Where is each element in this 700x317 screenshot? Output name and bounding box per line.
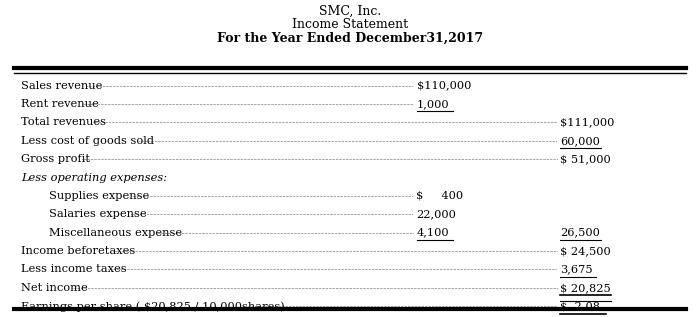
- Text: 22,000: 22,000: [416, 209, 456, 219]
- Text: 3,675: 3,675: [560, 264, 593, 275]
- Text: 26,500: 26,500: [560, 228, 600, 238]
- Text: Net income: Net income: [21, 283, 88, 293]
- Text: $     400: $ 400: [416, 191, 463, 201]
- Text: Gross profit: Gross profit: [21, 154, 90, 164]
- Text: Total revenues: Total revenues: [21, 117, 106, 127]
- Text: Less cost of goods sold: Less cost of goods sold: [21, 136, 154, 146]
- Text: $110,000: $110,000: [416, 81, 471, 91]
- Text: $ 51,000: $ 51,000: [560, 154, 610, 164]
- Text: Less operating expenses:: Less operating expenses:: [21, 172, 167, 183]
- Text: Rent revenue: Rent revenue: [21, 99, 99, 109]
- Text: Income beforetaxes: Income beforetaxes: [21, 246, 135, 256]
- Text: 4,100: 4,100: [416, 228, 449, 238]
- Text: 1,000: 1,000: [416, 99, 449, 109]
- Text: Income Statement: Income Statement: [292, 18, 408, 31]
- Text: 60,000: 60,000: [560, 136, 600, 146]
- Text: $111,000: $111,000: [560, 117, 615, 127]
- Text: SMC, Inc.: SMC, Inc.: [319, 5, 381, 18]
- Text: $  2.08: $ 2.08: [560, 301, 600, 311]
- Text: $ 24,500: $ 24,500: [560, 246, 610, 256]
- Text: Supplies expense: Supplies expense: [49, 191, 149, 201]
- Text: Less income taxes: Less income taxes: [21, 264, 127, 275]
- Text: For the Year Ended December31,2017: For the Year Ended December31,2017: [217, 32, 483, 45]
- Text: Salaries expense: Salaries expense: [49, 209, 146, 219]
- Text: Miscellaneous expense: Miscellaneous expense: [49, 228, 182, 238]
- Text: $ 20,825: $ 20,825: [560, 283, 610, 293]
- Text: Sales revenue: Sales revenue: [21, 81, 102, 91]
- Text: Earnings per share ( $20,825 / 10,000shares): Earnings per share ( $20,825 / 10,000sha…: [21, 301, 285, 312]
